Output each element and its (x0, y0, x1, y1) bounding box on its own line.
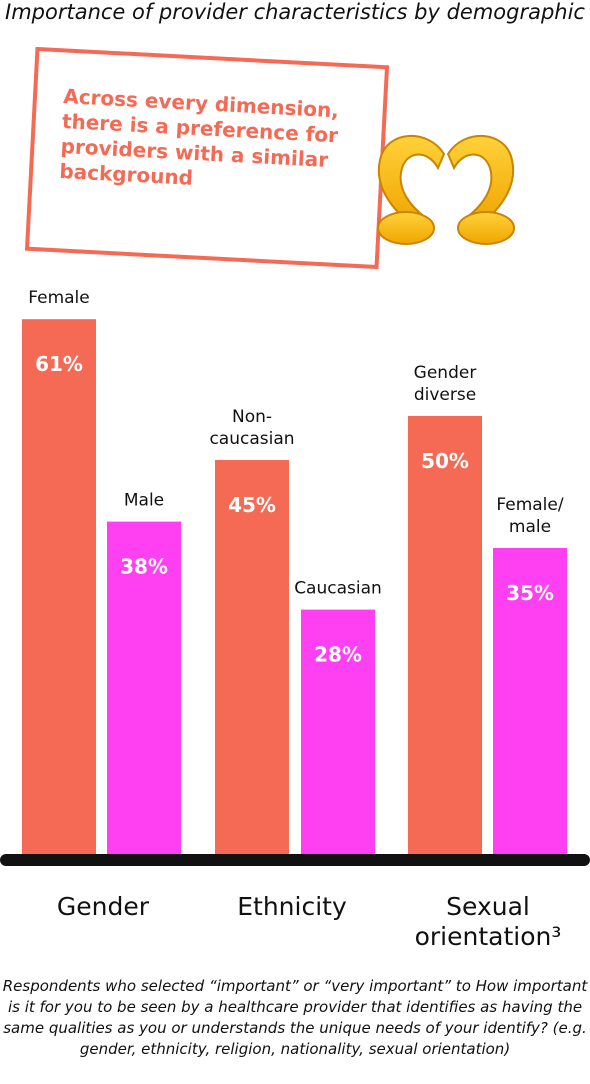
data-label-0-0: 61% (35, 352, 83, 376)
data-label-0-1: 38% (120, 555, 168, 579)
series-label-2-1: Female/male (496, 495, 563, 537)
callout-text: Across every dimension, there is a prefe… (58, 84, 340, 190)
bar-1-1 (301, 609, 375, 856)
series-label-1-0: Non-caucasian (209, 407, 294, 449)
bar-1-0 (215, 460, 289, 856)
heart-hands-icon (377, 134, 515, 245)
series-label-1-1: Caucasian (294, 579, 382, 599)
chart-title: Importance of provider characteristics b… (5, 0, 585, 24)
bar-2-1 (493, 548, 567, 856)
data-label-2-1: 35% (506, 581, 554, 605)
series-label-2-0: Gender diverse (414, 363, 477, 405)
bar-2-0 (408, 416, 482, 856)
series-label-0-1: Male (124, 491, 164, 511)
data-label-1-1: 28% (314, 643, 362, 667)
footnote: Respondents who selected “important” or … (2, 977, 588, 1058)
series-label-0-0: Female (28, 288, 89, 308)
x-axis-baseline (0, 854, 590, 866)
bar-0-1 (107, 521, 181, 856)
category-label-gender: Gender (56, 892, 150, 921)
data-label-2-0: 50% (421, 449, 469, 473)
category-label-sexual-orientation: Sexual orientation³ (414, 892, 562, 951)
data-label-1-0: 45% (228, 493, 276, 517)
category-label-ethnicity: Ethnicity (237, 892, 347, 921)
bar-chart: 61% Female 38% Male 45% Non-caucasian 28% Cauca… (0, 288, 590, 866)
bar-0-0 (22, 319, 96, 856)
